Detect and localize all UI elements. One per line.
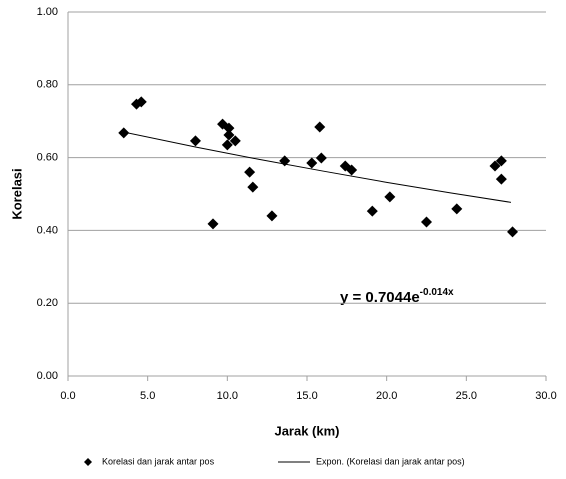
x-tick-label: 10.0	[217, 390, 238, 402]
trend-equation: y = 0.7044e-0.014x	[340, 287, 454, 306]
data-point	[421, 216, 432, 228]
data-point	[247, 181, 259, 193]
data-point	[346, 164, 358, 176]
y-tick-label: 0.00	[37, 370, 58, 382]
data-point	[507, 226, 519, 238]
x-tick-label: 0.0	[60, 390, 75, 402]
trend-line	[120, 130, 512, 203]
data-point	[244, 166, 256, 178]
x-tick-label: 5.0	[140, 390, 155, 402]
equation-text: y = 0.7044e	[340, 289, 420, 306]
data-point	[315, 152, 327, 164]
y-axis-title: Korelasi	[9, 168, 24, 219]
data-point	[221, 139, 233, 151]
x-axis-title: Jarak (km)	[274, 423, 339, 438]
data-point	[229, 135, 241, 147]
y-tick-label: 0.20	[37, 297, 58, 309]
data-point	[495, 155, 507, 167]
legend-label: Expon. (Korelasi dan jarak antar pos)	[316, 456, 465, 466]
data-point	[266, 210, 278, 222]
y-tick-label: 1.00	[37, 6, 58, 18]
data-point	[207, 218, 219, 230]
y-tick-label: 0.80	[37, 79, 58, 91]
data-point	[451, 203, 463, 215]
x-tick-label: 15.0	[296, 390, 317, 402]
data-point	[314, 121, 326, 133]
equation-exponent: -0.014x	[420, 287, 454, 298]
data-point	[135, 96, 147, 108]
data-point	[223, 122, 235, 134]
data-point	[384, 191, 396, 203]
data-point	[306, 157, 318, 169]
x-tick-label: 30.0	[535, 390, 556, 402]
data-point	[223, 129, 235, 141]
data-point	[189, 135, 201, 147]
data-point	[495, 173, 507, 185]
x-tick-label: 20.0	[376, 390, 397, 402]
y-tick-label: 0.60	[37, 152, 58, 164]
legend-label: Korelasi dan jarak antar pos	[102, 456, 215, 466]
x-tick-label: 25.0	[456, 390, 477, 402]
data-point	[118, 127, 130, 139]
legend-marker	[84, 458, 92, 466]
y-tick-label: 0.40	[37, 224, 58, 236]
data-point	[489, 160, 501, 172]
data-point	[366, 205, 378, 217]
